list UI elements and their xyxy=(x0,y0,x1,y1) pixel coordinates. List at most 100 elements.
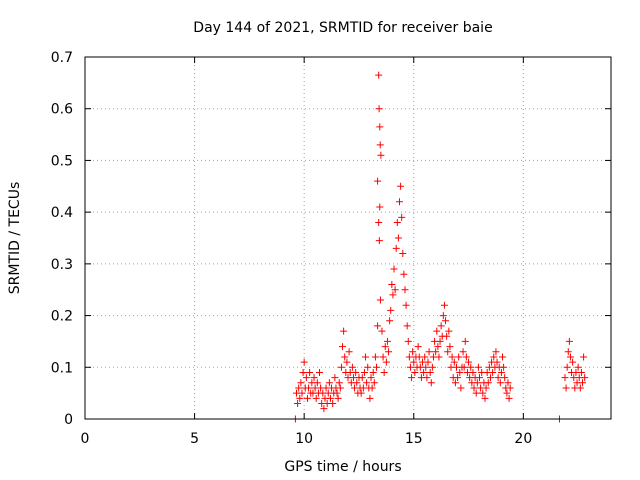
data-point xyxy=(579,379,587,387)
data-point xyxy=(298,389,306,397)
data-point xyxy=(561,374,569,382)
data-point xyxy=(565,337,573,345)
data-point xyxy=(378,327,386,335)
data-point xyxy=(503,389,511,397)
data-point xyxy=(499,353,507,361)
y-tick-label: 0.5 xyxy=(51,153,73,169)
data-point xyxy=(482,384,490,392)
data-point xyxy=(337,363,345,371)
data-point xyxy=(392,244,400,252)
data-point xyxy=(500,363,508,371)
data-point xyxy=(576,384,584,392)
data-point xyxy=(401,286,409,294)
data-point xyxy=(580,353,588,361)
data-point xyxy=(366,394,374,402)
axes xyxy=(84,56,611,420)
data-point xyxy=(424,358,432,366)
data-point xyxy=(423,374,431,382)
y-tick-label: 0.3 xyxy=(51,257,73,273)
data-point xyxy=(577,368,585,376)
x-tick-label: 5 xyxy=(190,431,199,447)
data-point xyxy=(505,394,513,402)
data-point xyxy=(400,270,408,278)
y-tick-label: 0.4 xyxy=(51,205,73,221)
data-point xyxy=(352,368,360,376)
data-point xyxy=(427,379,435,387)
data-point xyxy=(397,182,405,190)
y-axis-label: SRMTID / TECUs xyxy=(7,182,23,295)
x-tick-label: 0 xyxy=(81,431,90,447)
data-point xyxy=(375,105,383,113)
data-point xyxy=(385,348,393,356)
data-point xyxy=(375,218,383,226)
data-point xyxy=(382,358,390,366)
data-point xyxy=(320,405,328,413)
data-point xyxy=(310,374,318,382)
data-point xyxy=(479,389,487,397)
data-point xyxy=(376,203,384,211)
data-point xyxy=(383,337,391,345)
data-point xyxy=(296,394,304,402)
data-point xyxy=(469,368,477,376)
y-tick-label: 0.6 xyxy=(51,102,73,118)
data-point xyxy=(369,368,377,376)
plot-frame xyxy=(84,56,612,420)
y-tick-label: 0 xyxy=(64,412,73,428)
data-point xyxy=(398,213,406,221)
data-point xyxy=(490,353,498,361)
data-point xyxy=(496,379,504,387)
data-point xyxy=(396,198,404,206)
data-point xyxy=(460,363,468,371)
data-point xyxy=(474,363,482,371)
data-point xyxy=(408,374,416,382)
data-point xyxy=(306,368,314,376)
data-point xyxy=(403,322,411,330)
data-point xyxy=(439,312,447,320)
data-point xyxy=(455,353,463,361)
data-point xyxy=(434,343,442,351)
data-point xyxy=(435,353,443,361)
data-point xyxy=(504,379,512,387)
x-tick-label: 15 xyxy=(405,431,423,447)
data-point xyxy=(375,71,383,79)
data-point xyxy=(411,368,419,376)
data-point xyxy=(316,368,324,376)
data-point xyxy=(399,250,407,258)
data-point xyxy=(472,389,480,397)
data-point xyxy=(457,384,465,392)
data-point xyxy=(574,363,582,371)
data-point xyxy=(432,348,440,356)
data-point xyxy=(380,368,388,376)
data-point xyxy=(501,374,509,382)
data-point xyxy=(334,394,342,402)
data-point xyxy=(443,332,451,340)
grid xyxy=(85,57,611,419)
data-point xyxy=(376,296,384,304)
data-point xyxy=(364,363,372,371)
data-point xyxy=(341,353,349,361)
data-point xyxy=(497,368,505,376)
data-point xyxy=(446,343,454,351)
data-point xyxy=(494,374,502,382)
data-points xyxy=(291,71,589,423)
data-point xyxy=(374,177,382,185)
data-point xyxy=(305,384,313,392)
data-point xyxy=(325,379,333,387)
data-point xyxy=(454,374,462,382)
data-point xyxy=(564,348,572,356)
data-point xyxy=(445,327,453,335)
x-tick-label: 20 xyxy=(514,431,532,447)
data-point xyxy=(331,374,339,382)
data-point xyxy=(406,363,414,371)
y-tick-label: 0.1 xyxy=(51,360,73,376)
chart-title: Day 144 of 2021, SRMTID for receiver bai… xyxy=(193,20,492,36)
data-point xyxy=(450,358,458,366)
data-point xyxy=(376,123,384,131)
data-point xyxy=(425,348,433,356)
data-point xyxy=(569,358,577,366)
data-point xyxy=(387,306,395,314)
data-point xyxy=(436,337,444,345)
data-point xyxy=(367,374,375,382)
data-point xyxy=(360,368,368,376)
